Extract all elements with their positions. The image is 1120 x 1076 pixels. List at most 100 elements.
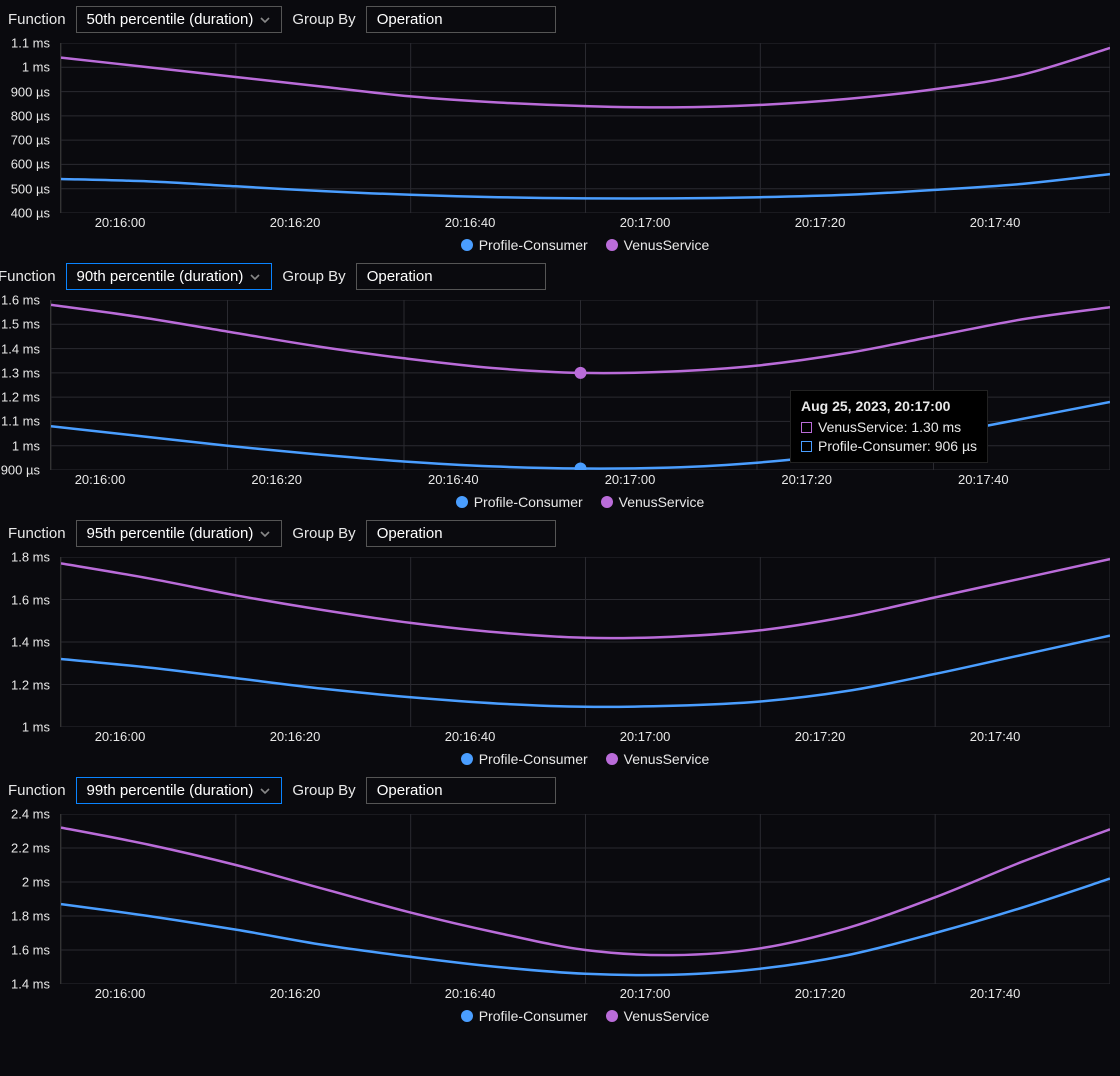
y-tick-label: 600 µs — [11, 157, 50, 172]
x-tick-label: 20:17:20 — [795, 729, 846, 744]
groupby-label: Group By — [292, 782, 355, 799]
chevron-down-icon — [259, 528, 271, 540]
x-axis-labels: 20:16:0020:16:2020:16:4020:17:0020:17:20… — [60, 727, 1110, 749]
legend-item-profile[interactable]: Profile-Consumer — [461, 237, 588, 253]
function-selector-value: 90th percentile (duration) — [77, 268, 244, 285]
legend-dot-icon — [461, 753, 473, 765]
y-axis-labels: 1.1 ms1 ms900 µs800 µs700 µs600 µs500 µs… — [0, 43, 54, 213]
y-tick-label: 1.4 ms — [1, 341, 40, 356]
groupby-selector[interactable]: Operation — [366, 6, 556, 33]
function-selector[interactable]: 99th percentile (duration) — [76, 777, 283, 804]
grid — [61, 814, 1110, 984]
x-tick-label: 20:17:20 — [781, 472, 832, 487]
legend-dot-icon — [461, 1010, 473, 1022]
y-tick-label: 1.4 ms — [11, 977, 50, 992]
y-tick-label: 1.8 ms — [11, 909, 50, 924]
legend-label: Profile-Consumer — [474, 494, 583, 510]
y-axis-labels: 1.6 ms1.5 ms1.4 ms1.3 ms1.2 ms1.1 ms1 ms… — [0, 300, 44, 470]
x-tick-label: 20:17:40 — [958, 472, 1009, 487]
y-tick-label: 1 ms — [22, 60, 50, 75]
function-label: Function — [8, 525, 66, 542]
legend-label: Profile-Consumer — [479, 751, 588, 767]
function-selector-value: 50th percentile (duration) — [87, 11, 254, 28]
legend: Profile-Consumer VenusService — [60, 1006, 1110, 1028]
y-axis-labels: 2.4 ms2.2 ms2 ms1.8 ms1.6 ms1.4 ms — [0, 814, 54, 984]
y-tick-label: 2.2 ms — [11, 841, 50, 856]
y-tick-label: 1.3 ms — [1, 365, 40, 380]
legend-label: VenusService — [624, 1008, 710, 1024]
plot-area[interactable] — [60, 43, 1110, 213]
chart-panel-p50: Function 50th percentile (duration) Grou… — [0, 0, 1120, 257]
legend-item-venus[interactable]: VenusService — [601, 494, 705, 510]
legend-dot-icon — [606, 1010, 618, 1022]
x-tick-label: 20:17:40 — [970, 986, 1021, 1001]
x-tick-label: 20:16:20 — [251, 472, 302, 487]
x-tick-label: 20:17:20 — [795, 986, 846, 1001]
function-selector[interactable]: 50th percentile (duration) — [76, 6, 283, 33]
plot-area[interactable] — [60, 814, 1110, 984]
x-axis-labels: 20:16:0020:16:2020:16:4020:17:0020:17:20… — [60, 984, 1110, 1006]
chart: 2.4 ms2.2 ms2 ms1.8 ms1.6 ms1.4 ms 20:16… — [0, 806, 1120, 1028]
chart: 1.6 ms1.5 ms1.4 ms1.3 ms1.2 ms1.1 ms1 ms… — [0, 292, 1120, 514]
plot-area[interactable] — [50, 300, 1110, 470]
y-axis-labels: 1.8 ms1.6 ms1.4 ms1.2 ms1 ms — [0, 557, 54, 727]
legend-label: VenusService — [624, 751, 710, 767]
y-tick-label: 1 ms — [12, 438, 40, 453]
legend-item-venus[interactable]: VenusService — [606, 751, 710, 767]
function-label: Function — [8, 782, 66, 799]
y-tick-label: 700 µs — [11, 133, 50, 148]
x-tick-label: 20:16:00 — [95, 986, 146, 1001]
groupby-selector[interactable]: Operation — [366, 777, 556, 804]
y-tick-label: 900 µs — [11, 84, 50, 99]
x-tick-label: 20:16:00 — [95, 729, 146, 744]
groupby-label: Group By — [292, 525, 355, 542]
x-tick-label: 20:16:40 — [428, 472, 479, 487]
groupby-selector-value: Operation — [377, 11, 443, 28]
x-tick-label: 20:17:00 — [605, 472, 656, 487]
legend-label: Profile-Consumer — [479, 237, 588, 253]
legend-label: Profile-Consumer — [479, 1008, 588, 1024]
legend: Profile-Consumer VenusService — [60, 749, 1110, 771]
x-tick-label: 20:16:00 — [75, 472, 126, 487]
y-tick-label: 1.2 ms — [11, 677, 50, 692]
plot-area[interactable] — [60, 557, 1110, 727]
x-tick-label: 20:16:40 — [445, 215, 496, 230]
groupby-selector-value: Operation — [367, 268, 433, 285]
chart: 1.1 ms1 ms900 µs800 µs700 µs600 µs500 µs… — [0, 35, 1120, 257]
legend-item-venus[interactable]: VenusService — [606, 1008, 710, 1024]
x-tick-label: 20:16:20 — [270, 215, 321, 230]
x-tick-label: 20:17:20 — [795, 215, 846, 230]
x-axis-labels: 20:16:0020:16:2020:16:4020:17:0020:17:20… — [60, 213, 1110, 235]
x-tick-label: 20:17:00 — [620, 986, 671, 1001]
chevron-down-icon — [249, 271, 261, 283]
legend-label: VenusService — [619, 494, 705, 510]
groupby-selector[interactable]: Operation — [356, 263, 546, 290]
y-tick-label: 400 µs — [11, 206, 50, 221]
legend-item-profile[interactable]: Profile-Consumer — [456, 494, 583, 510]
y-tick-label: 1.2 ms — [1, 390, 40, 405]
groupby-label: Group By — [282, 268, 345, 285]
toolbar: Function 95th percentile (duration) Grou… — [0, 514, 1120, 549]
x-tick-label: 20:17:00 — [620, 729, 671, 744]
y-tick-label: 1.6 ms — [1, 293, 40, 308]
function-label: Function — [0, 268, 56, 285]
legend-dot-icon — [461, 239, 473, 251]
x-tick-label: 20:16:00 — [95, 215, 146, 230]
chart-panel-p90: Function 90th percentile (duration) Grou… — [0, 257, 1120, 514]
x-axis-labels: 20:16:00 20:16:20 20:16:40 20:17:00 20:17:20… — [50, 470, 1110, 492]
legend-item-venus[interactable]: VenusService — [606, 237, 710, 253]
function-selector[interactable]: 90th percentile (duration) — [66, 263, 273, 290]
y-tick-label: 1.1 ms — [11, 36, 50, 51]
groupby-selector[interactable]: Operation — [366, 520, 556, 547]
legend-item-profile[interactable]: Profile-Consumer — [461, 751, 588, 767]
function-selector[interactable]: 95th percentile (duration) — [76, 520, 283, 547]
function-label: Function — [8, 11, 66, 28]
grid — [61, 557, 1110, 727]
y-tick-label: 1.4 ms — [11, 635, 50, 650]
y-tick-label: 1.5 ms — [1, 317, 40, 332]
chart-panel-p95: Function 95th percentile (duration) Grou… — [0, 514, 1120, 771]
chevron-down-icon — [259, 14, 271, 26]
legend-item-profile[interactable]: Profile-Consumer — [461, 1008, 588, 1024]
x-tick-label: 20:16:20 — [270, 986, 321, 1001]
chevron-down-icon — [259, 785, 271, 797]
